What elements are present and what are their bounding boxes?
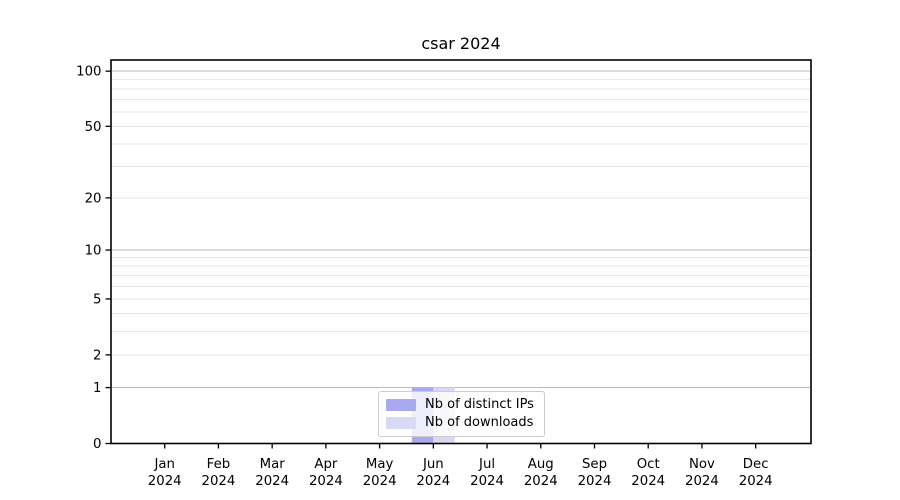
x-tick-label-year: 2024 [416, 474, 450, 489]
legend-swatch-downloads [386, 417, 416, 429]
y-tick-label: 5 [93, 292, 101, 307]
x-tick-label-year: 2024 [363, 474, 397, 489]
legend-swatch-distinct-ips [386, 399, 416, 411]
x-tick-label-month: Feb [207, 457, 231, 472]
legend-label-distinct-ips: Nb of distinct IPs [425, 397, 534, 412]
x-tick-label-month: Jan [153, 457, 175, 472]
x-axis: Jan 2024 Feb 2024 Mar 2024 Apr 2024 May 2024 Jun 20… [148, 443, 773, 489]
legend-entry-downloads: Nb of downloads [386, 416, 544, 430]
x-tick-label-month: Apr [314, 457, 338, 472]
x-tick-label-month: Sep [582, 457, 607, 472]
y-tick-label: 20 [85, 191, 102, 206]
y-tick-label: 1 [93, 381, 101, 396]
legend-entry-distinct-ips: Nb of distinct IPs [386, 398, 544, 412]
gridlines [112, 70, 810, 389]
x-tick-label-year: 2024 [685, 474, 719, 489]
x-tick-label-year: 2024 [631, 474, 665, 489]
x-tick-label-year: 2024 [524, 474, 558, 489]
x-tick-label-month: Mar [260, 457, 286, 472]
x-tick-label-month: Aug [528, 457, 554, 472]
x-tick-label-year: 2024 [202, 474, 236, 489]
x-tick-label-month: May [366, 457, 394, 472]
x-tick-label-month: Jul [478, 457, 495, 472]
x-tick-label-month: Jun [422, 457, 444, 472]
x-tick-label-year: 2024 [309, 474, 343, 489]
y-tick-label: 100 [76, 65, 101, 80]
x-tick-label-year: 2024 [739, 474, 773, 489]
y-axis: 0 1 2 5 10 20 50 100 [76, 65, 111, 452]
legend-label-downloads: Nb of downloads [425, 415, 534, 430]
chart-title: csar 2024 [421, 34, 501, 53]
y-tick-label: 10 [85, 244, 102, 259]
y-tick-label: 0 [93, 437, 101, 452]
plot-frame [110, 59, 812, 445]
x-tick-label-year: 2024 [470, 474, 504, 489]
legend: Nb of distinct IPs Nb of downloads [378, 391, 545, 437]
x-tick-label-year: 2024 [255, 474, 289, 489]
y-tick-label: 50 [85, 120, 102, 135]
x-tick-label-year: 2024 [578, 474, 612, 489]
x-tick-label-year: 2024 [148, 474, 182, 489]
x-tick-label-month: Nov [689, 457, 715, 472]
x-tick-label-month: Oct [637, 457, 660, 472]
y-tick-label: 2 [93, 348, 101, 363]
x-tick-label-month: Dec [743, 457, 769, 472]
